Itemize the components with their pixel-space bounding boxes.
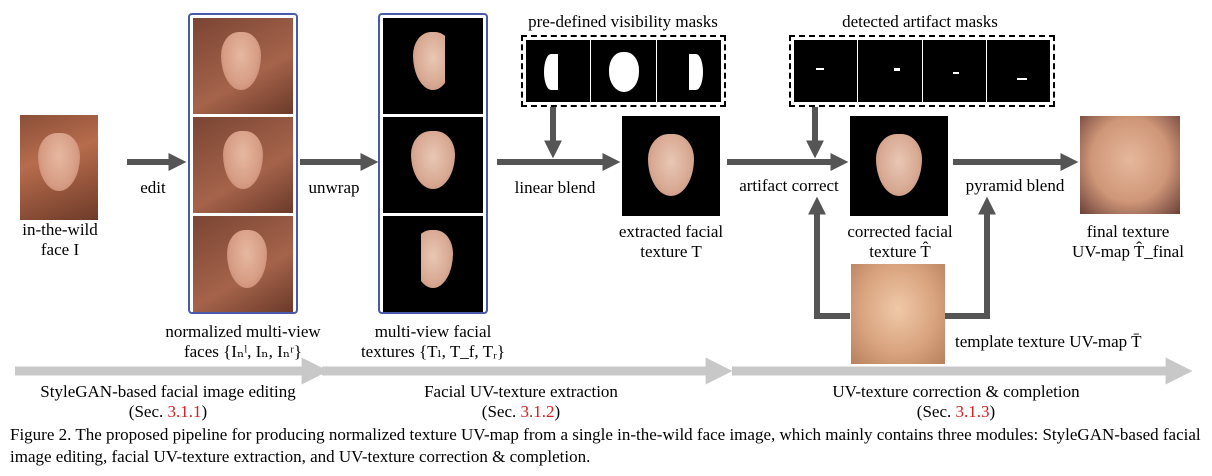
artifact-mask-1 [794, 40, 858, 102]
corrected-label-1: corrected facial [847, 222, 953, 241]
texture-right [383, 216, 483, 312]
detected-masks-title: detected artifact masks [842, 12, 998, 31]
face-right-view [193, 216, 293, 312]
module-2-name: Facial UV-texture extraction [424, 382, 618, 401]
artifact-mask-2 [857, 40, 922, 102]
mask-right [655, 40, 721, 102]
corrected-texture-image [850, 116, 948, 216]
module-1-ref: (Sec. 3.1.1) [128, 402, 208, 421]
module-2-ref: (Sec. 3.1.2) [481, 402, 561, 421]
final-label-1: final texture [1086, 222, 1170, 241]
input-face-label-1: in-the-wild [22, 220, 98, 239]
template-to-correct-arrow [808, 196, 850, 319]
mask-frontal [590, 40, 656, 102]
extracted-texture-image [622, 116, 720, 216]
normalized-faces-label-1: normalized multi-view [165, 322, 321, 341]
input-face-label-2: face I [40, 240, 80, 259]
final-texture-image [1080, 116, 1180, 214]
face-frontal-view [193, 117, 293, 213]
artifact-correct-label: artifact correct [739, 176, 839, 195]
multiview-textures-label-1: multi-view facial [374, 322, 492, 341]
unwrap-label: unwrap [308, 178, 360, 197]
figure-caption: Figure 2. The proposed pipeline for prod… [10, 425, 1201, 466]
predefined-masks-title: pre-defined visibility masks [528, 12, 718, 31]
input-face-image [20, 115, 98, 220]
normalized-faces-label-2: faces {Iₙˡ, Iₙ, Iₙʳ} [183, 342, 303, 361]
predefined-masks-box [521, 35, 726, 107]
extracted-label-1: extracted facial [618, 222, 724, 241]
texture-frontal [383, 117, 483, 213]
face-left-view [193, 18, 293, 114]
multiview-textures-label-2: textures {Tₗ, T_f, Tᵣ} [360, 342, 506, 361]
multiview-textures-frame [378, 13, 488, 314]
final-label-2: UV-map T̂_final [1072, 242, 1184, 261]
template-texture-image [851, 264, 945, 364]
artifact-mask-3 [921, 40, 986, 102]
pyramid-blend-label: pyramid blend [965, 176, 1065, 195]
artifact-mask-4 [985, 40, 1050, 102]
module-3-ref: (Sec. 3.1.3) [916, 402, 996, 421]
normalized-faces-frame [188, 13, 298, 314]
mask-left [526, 40, 591, 102]
detected-masks-box [789, 35, 1055, 107]
texture-left [383, 18, 483, 114]
template-to-pyramid-arrow [945, 196, 996, 319]
module-3-name: UV-texture correction & completion [832, 382, 1080, 401]
extracted-label-2: texture T [640, 242, 702, 261]
template-label: template texture UV-map T̄ [955, 332, 1142, 351]
module-1-name: StyleGAN-based facial image editing [40, 382, 296, 401]
linear-blend-label: linear blend [514, 178, 596, 197]
edit-label: edit [140, 178, 166, 197]
corrected-label-2: texture T̂ [869, 242, 931, 261]
